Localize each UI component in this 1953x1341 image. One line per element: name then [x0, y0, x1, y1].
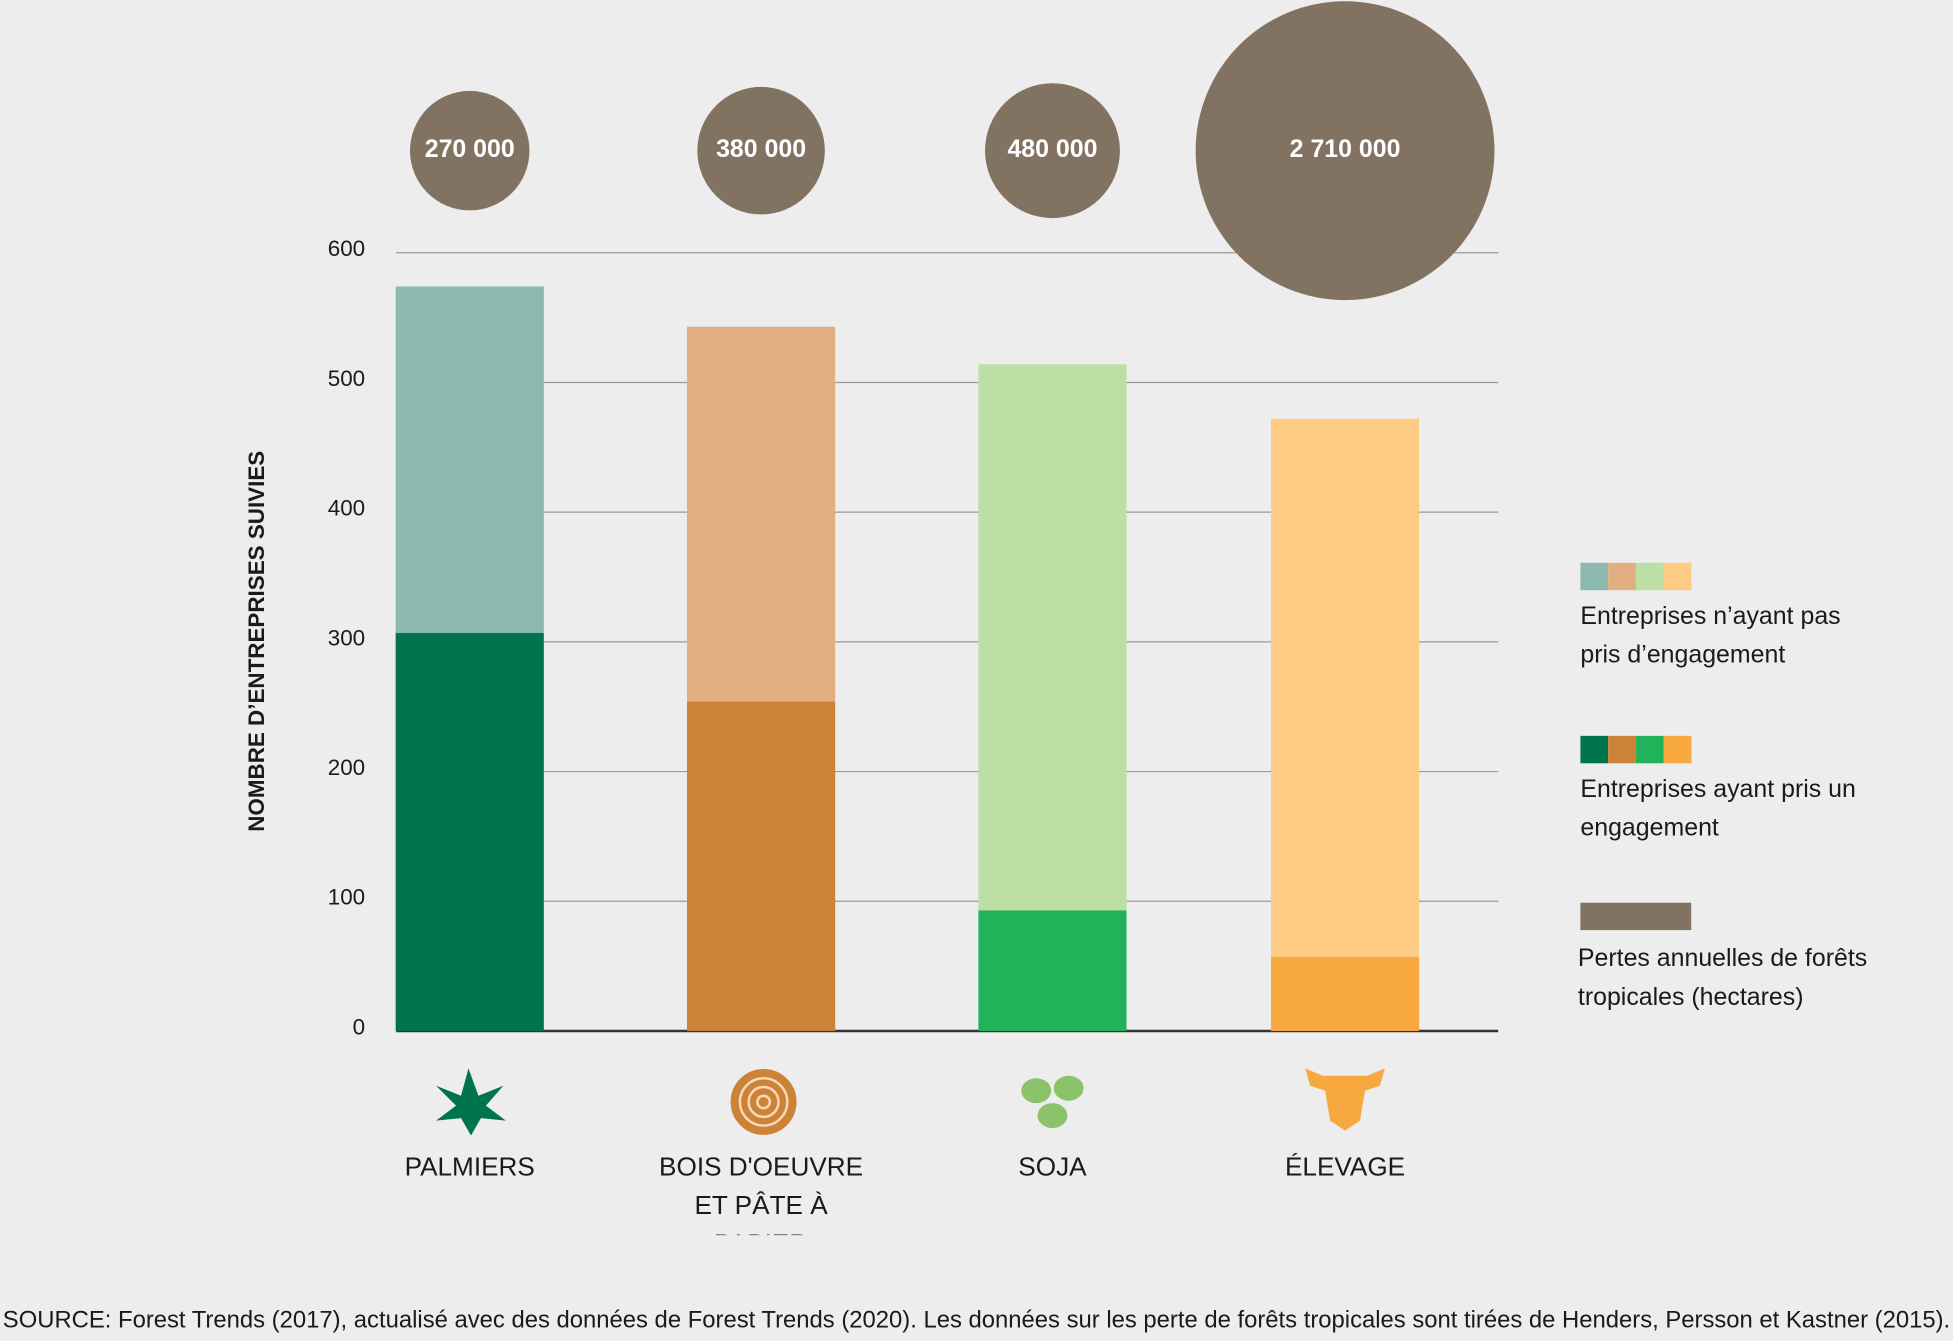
bubble-label: 480 000 [1007, 135, 1097, 163]
x-tick-label-box: PALMIERS [404, 1152, 535, 1182]
source: SOURCE: Forest Trends (2017), actualisé … [3, 1307, 1950, 1333]
soy-icon [1021, 1075, 1084, 1129]
bubble-label: 2 710 000 [1290, 135, 1401, 163]
legend-swatch [1635, 735, 1664, 764]
x-tick-label-box: BOIS D'OEUVRE ET PÂTE À PAPIER [659, 1152, 864, 1235]
cow-icon [1305, 1068, 1385, 1131]
bar-segment [395, 286, 544, 633]
y-tick-label: 500 [328, 366, 365, 391]
legend-swatch [1635, 562, 1664, 591]
y-tick-label: 100 [328, 885, 365, 910]
legend-swatch [1608, 562, 1636, 591]
x-tick-label-box: ÉLEVAGE [1284, 1152, 1406, 1182]
legend-label: Entreprises ayant pris un engagement [1580, 775, 1856, 842]
legend-swatch [1580, 562, 1609, 591]
y-tick-label: 300 [328, 625, 365, 650]
y-tick-label: 0 [353, 1014, 365, 1039]
legend-swatch [1580, 735, 1609, 764]
bar-segment [395, 632, 544, 1031]
bubble [410, 90, 530, 211]
legend-swatch [1580, 902, 1692, 931]
x-tick-label: ÉLEVAGE [1284, 1152, 1406, 1182]
wood-icon [730, 1068, 797, 1135]
x-tick-label: SOJA [1018, 1152, 1087, 1182]
bar-segment [687, 326, 836, 702]
legend-swatch [1663, 562, 1692, 591]
x-tick-label: PALMIERS [404, 1152, 535, 1182]
bubble [1195, 1, 1495, 301]
y-axis-title: NOMBRE D’ENTREPRISES SUIVIES [244, 451, 269, 832]
legend-swatch [1663, 735, 1692, 764]
legend [1580, 562, 1692, 931]
palm-icon [436, 1068, 506, 1136]
legend-label: Pertes annuelles de forêts tropicales (h… [1577, 945, 1868, 1012]
x-tick-label: BOIS D'OEUVRE ET PÂTE À PAPIER [659, 1152, 864, 1235]
bubble-label: 380 000 [716, 135, 806, 163]
bubble [985, 83, 1120, 219]
x-tick-label-box: SOJA [1018, 1152, 1087, 1182]
bubble [697, 86, 825, 215]
bar-segment [978, 364, 1127, 911]
y-tick-label: 400 [328, 496, 365, 521]
bar-segment [687, 701, 836, 1031]
legend-label: Entreprises n’ayant pas pris d’engagemen… [1580, 602, 1841, 669]
legend-swatch [1608, 735, 1636, 764]
legend-label-box: Pertes annuelles de forêts tropicales (h… [1577, 945, 1868, 1012]
legend-label-box: Entreprises ayant pris un engagement [1580, 775, 1856, 842]
bubble-label: 270 000 [425, 135, 515, 163]
y-tick-label: 200 [328, 755, 365, 780]
y-tick-label: 600 [328, 236, 365, 261]
legend-label-box: Entreprises n’ayant pas pris d’engagemen… [1580, 602, 1841, 669]
bar-segment [1270, 418, 1420, 958]
bar-segment [978, 910, 1127, 1031]
bar-segment [1270, 957, 1420, 1031]
